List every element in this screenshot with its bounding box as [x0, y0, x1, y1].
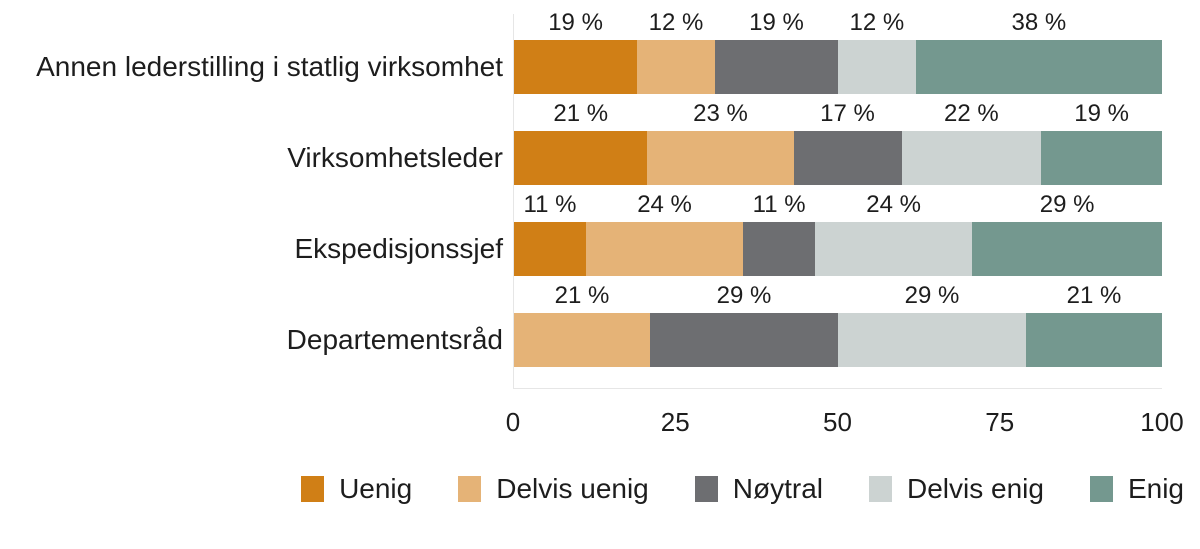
- segment-value-label: 29 %: [1039, 191, 1095, 218]
- legend-item: Uenig: [301, 472, 412, 506]
- legend-swatch: [694, 476, 718, 502]
- segment-value-label: 19 %: [1074, 100, 1129, 127]
- segment-value-label: 22 %: [944, 100, 999, 127]
- bar-segment: 22 %: [901, 100, 1042, 185]
- legend-item: Nøytral: [694, 472, 823, 506]
- bar-segment: 17 %: [793, 100, 902, 185]
- segment-value-label: 24 %: [637, 191, 692, 218]
- bar-segment: 23 %: [647, 100, 794, 185]
- legend-swatch: [458, 476, 482, 502]
- segment-value-label: 21 %: [1066, 282, 1122, 309]
- bar-segment: 11 %: [514, 191, 586, 276]
- bar-segment: 21 %: [514, 282, 651, 367]
- x-axis-tick-label: 100: [1140, 407, 1184, 437]
- bar-row: 19 % 12 % 19 % 12 % 38 %: [514, 9, 1163, 94]
- legend-item-label: Delvis enig: [907, 473, 1044, 504]
- x-axis-tick-label: 50: [823, 407, 852, 437]
- bar-segment: 11 %: [743, 191, 816, 276]
- legend-swatch: [1089, 476, 1113, 502]
- bar-segment: 24 %: [815, 191, 973, 276]
- bar-row: 11 % 24 % 11 % 24 % 29 %: [514, 191, 1162, 276]
- plot-area: 19 % 12 % 19 % 12 % 38 % 21 % 23 % 17 % 22 % 19 %…: [513, 9, 1163, 389]
- bar-segment: 12 %: [637, 9, 715, 94]
- bar-segment: 21 %: [1025, 282, 1162, 367]
- segment-value-label: 23 %: [693, 100, 748, 127]
- legend-item: Delvis enig: [869, 472, 1044, 506]
- segment-value-label: 19 %: [548, 9, 603, 36]
- category-label: Ekspedisjonssjef: [294, 233, 503, 264]
- segment-value-label: 24 %: [866, 191, 921, 218]
- legend-item-label: Enig: [1127, 473, 1184, 504]
- segment-value-label: 11 %: [752, 191, 806, 218]
- category-label: Departementsråd: [286, 324, 503, 355]
- segment-value-label: 19 %: [749, 9, 804, 36]
- segment-value-label: 12 %: [849, 9, 905, 36]
- segment-value-label: 11 %: [523, 191, 577, 218]
- bar-segment: 12 %: [838, 9, 916, 94]
- bar-segment: 19 %: [714, 9, 839, 94]
- legend-swatch: [301, 476, 325, 502]
- segment-value-label: 21 %: [553, 100, 609, 127]
- category-label: Annen lederstilling i statlig virksomhet: [36, 51, 503, 82]
- x-axis: 0 25 50 75 100: [506, 407, 1184, 441]
- segment-value-label: 12 %: [648, 9, 704, 36]
- bar-segment: 21 %: [514, 100, 648, 185]
- segment-value-label: 29 %: [904, 282, 960, 309]
- legend-item: Enig: [1089, 472, 1184, 506]
- legend: Uenig Delvis uenig Nøytral Delvis enig Enig: [0, 472, 1200, 506]
- segment-value-label: 21 %: [554, 282, 610, 309]
- segment-value-label: 17 %: [820, 100, 875, 127]
- x-axis-tick-label: 75: [985, 407, 1015, 437]
- bar-segment: 19 %: [1041, 100, 1162, 185]
- legend-item-label: Nøytral: [732, 473, 823, 504]
- bar-segment: 38 %: [915, 9, 1163, 94]
- legend-swatch: [869, 476, 892, 502]
- legend-item-label: Uenig: [339, 473, 413, 504]
- bar-segment: 19 %: [514, 9, 638, 94]
- bar-segment: 29 %: [838, 282, 1026, 367]
- x-axis-tick-label: 25: [660, 407, 690, 437]
- category-label: Virksomhetsleder: [287, 142, 503, 173]
- bar-segment: 29 %: [650, 282, 838, 367]
- segment-value-label: 38 %: [1011, 9, 1067, 36]
- bar-row: 21 % 29 % 29 % 21 %: [514, 282, 1162, 367]
- bar-segment: 24 %: [586, 191, 744, 276]
- segment-value-label: 29 %: [716, 282, 772, 309]
- legend-item-label: Delvis uenig: [496, 473, 649, 504]
- x-axis-tick-label: 0: [505, 407, 521, 437]
- bar-segment: 29 %: [972, 191, 1162, 276]
- bar-row: 21 % 23 % 17 % 22 % 19 %: [514, 100, 1162, 185]
- legend-item: Delvis uenig: [458, 472, 649, 506]
